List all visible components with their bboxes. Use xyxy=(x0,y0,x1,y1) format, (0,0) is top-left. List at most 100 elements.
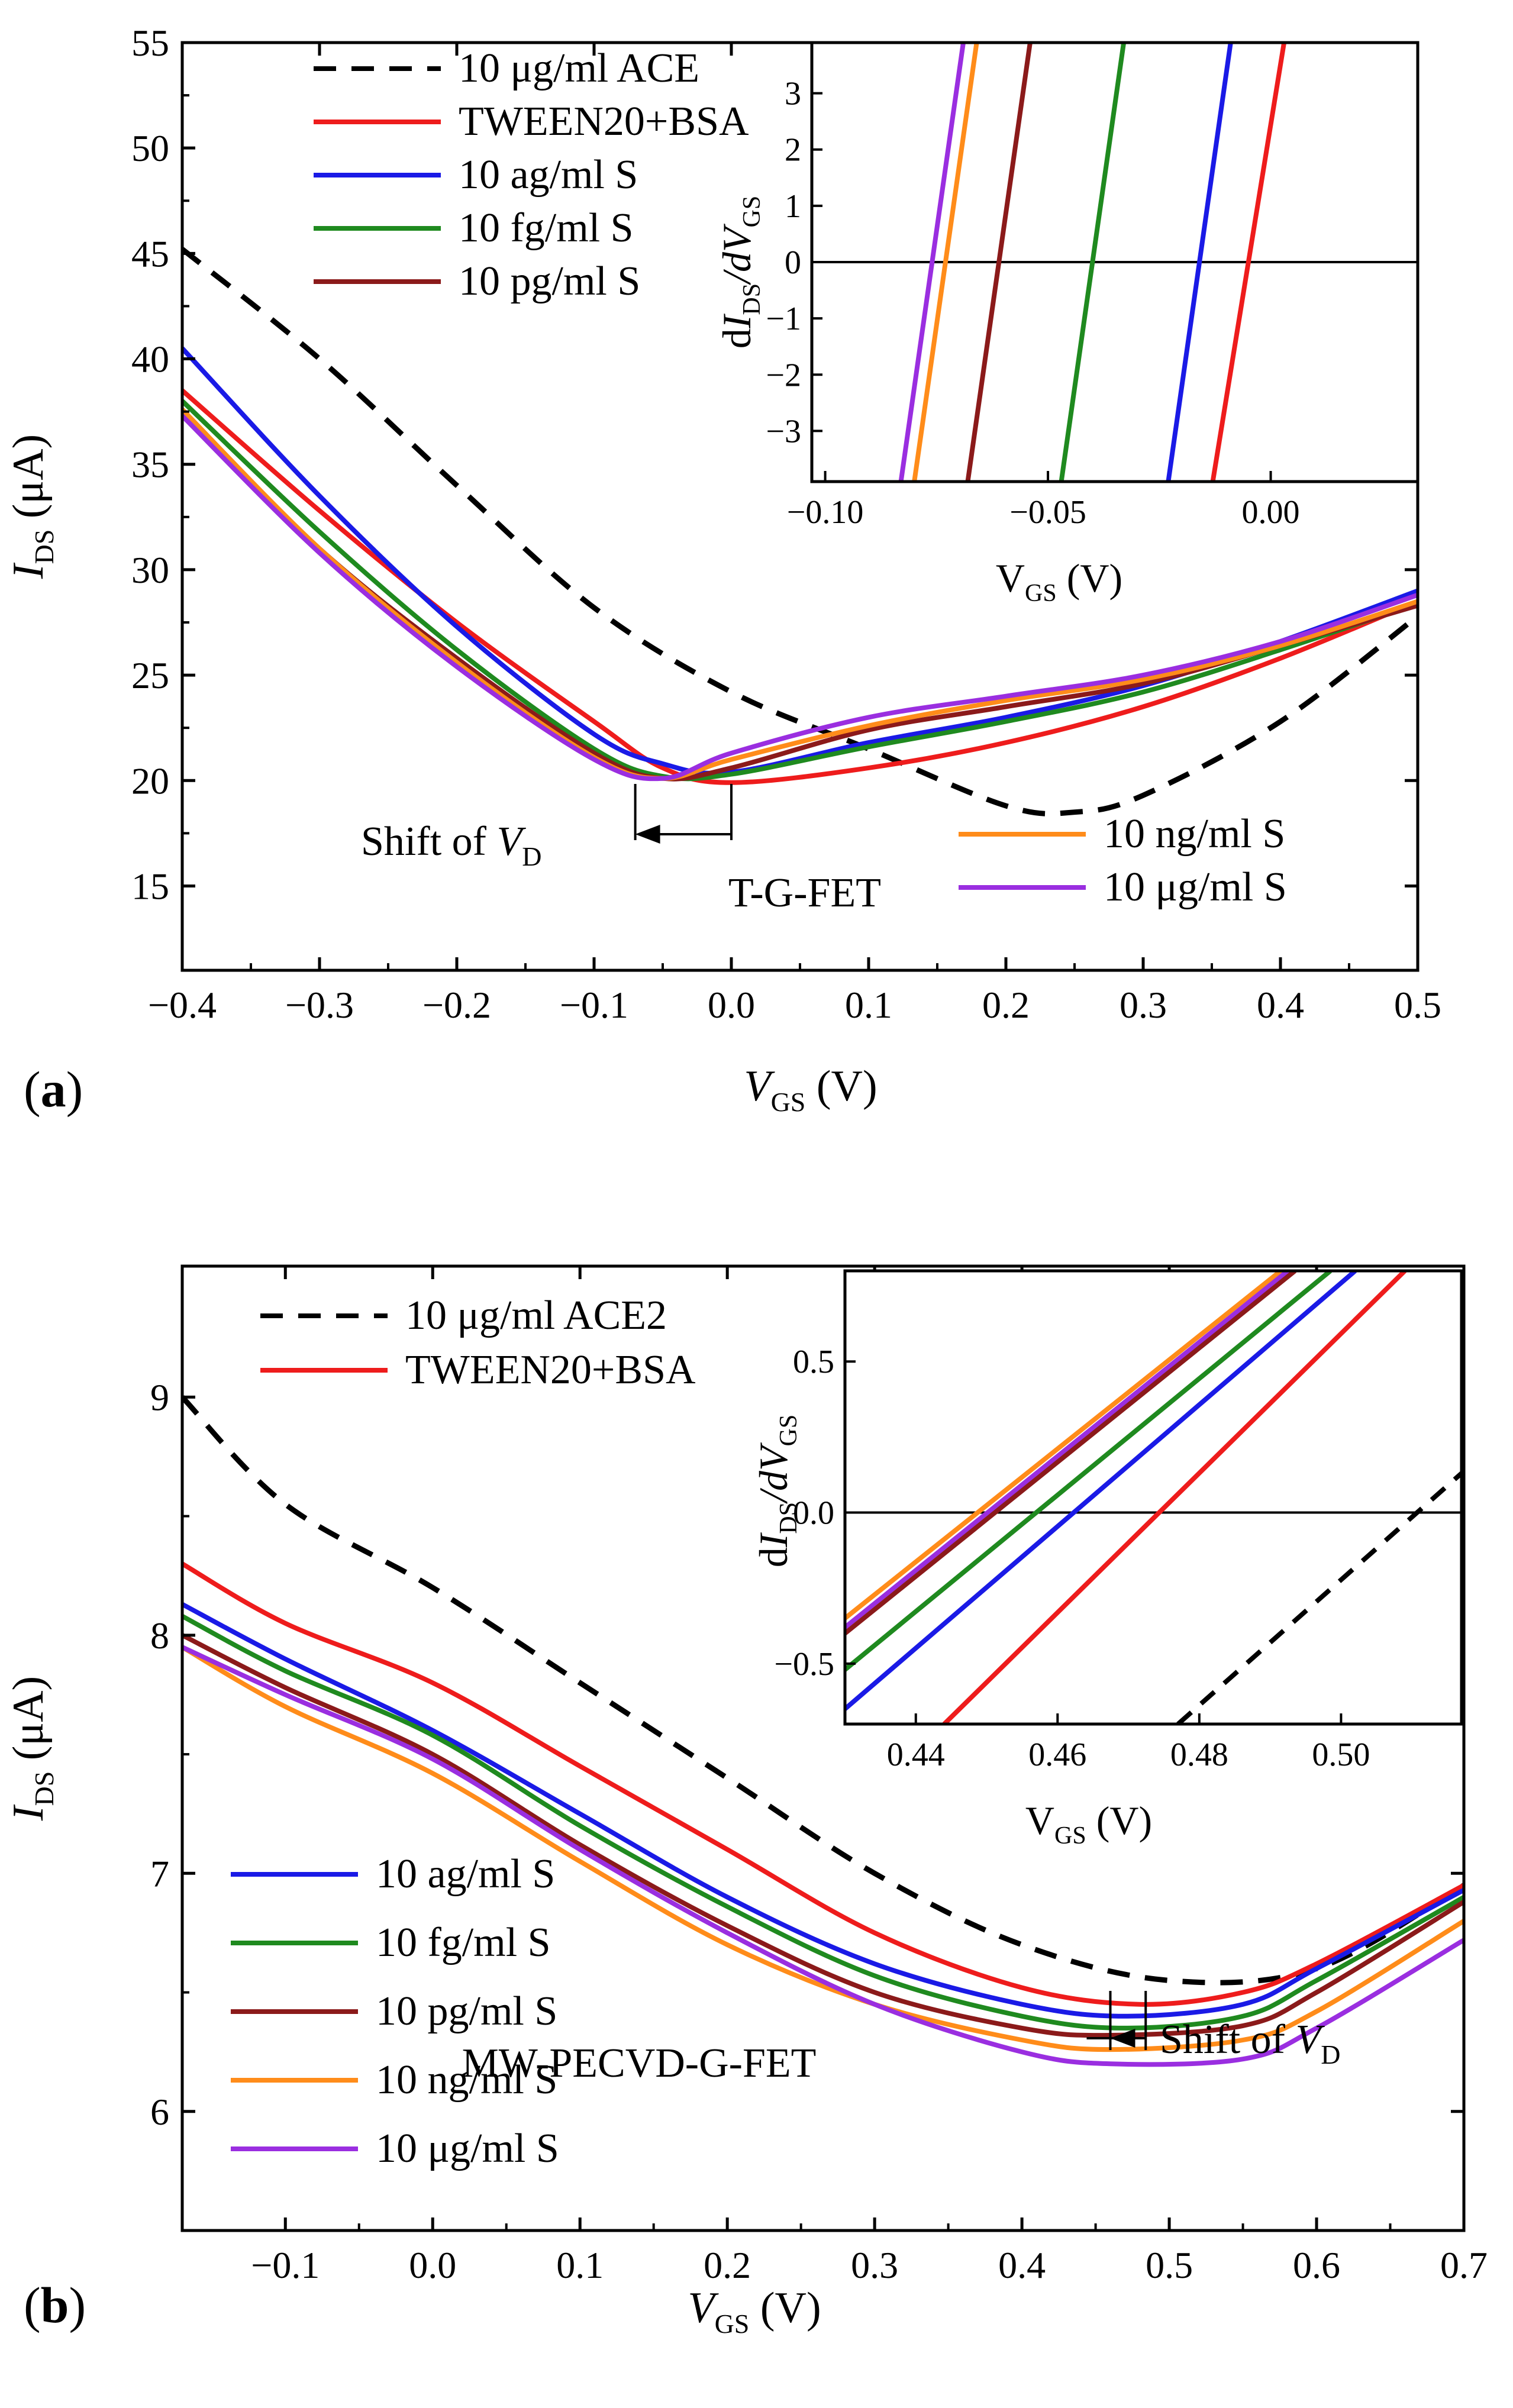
inset-line-10-ng-ml-s xyxy=(912,43,979,482)
panel-label-letter: a xyxy=(41,1061,66,1118)
y-axis: 6 7 8 9 xyxy=(150,1376,1464,2133)
inset-x-axis-label-unit: (V) xyxy=(1057,556,1122,601)
x-tick-label: 0.4 xyxy=(998,2244,1046,2286)
y-axis-label-sub: DS xyxy=(29,1771,59,1806)
x-axis-label-unit: (V) xyxy=(749,2284,821,2332)
panel-label: (b) xyxy=(24,2277,86,2333)
inset-y-tick-label: −0.5 xyxy=(774,1646,834,1683)
inset-x-tick-label: 0.46 xyxy=(1028,1736,1086,1773)
legend-label-10-g-ml-s: 10 μg/ml S xyxy=(1104,864,1287,910)
y-axis-label: IDS (μA) xyxy=(4,434,59,579)
series-group xyxy=(182,247,1418,816)
x-tick-label: −0.4 xyxy=(148,984,217,1026)
series-line-10-g-ml-ace2 xyxy=(182,1395,1464,1986)
inset-x-axis-label-sub: GS xyxy=(1054,1822,1086,1849)
y-tick-label: 50 xyxy=(131,127,169,169)
inset-y-label-sub1: DS xyxy=(738,283,766,315)
panel-label-letter: b xyxy=(41,2277,69,2333)
series-line-10-fg-ml-s xyxy=(182,399,1418,782)
inset-y-label-sub1: DS xyxy=(775,1502,802,1534)
shift-label: Shift of VD xyxy=(361,819,541,871)
inset-y-tick-label: 0.0 xyxy=(793,1495,834,1532)
panel-label-close: ) xyxy=(66,1061,83,1118)
series-line-10-ag-ml-s xyxy=(182,1602,1464,2019)
x-axis-label-sub: GS xyxy=(771,1087,806,1117)
inset-line-10-fg-ml-s xyxy=(845,1271,1332,1672)
panel-label: (a) xyxy=(24,1061,83,1118)
panel-a: −0.4 −0.3 −0.2 −0.1 0.0 0.1 0.2 0.3 0.4 0.5152025… xyxy=(4,22,1441,1118)
inset-x-tick-label: 0.48 xyxy=(1170,1736,1228,1773)
x-tick-label: 0.3 xyxy=(851,2244,898,2286)
y-axis-label-unit: (μA) xyxy=(4,434,53,530)
y-axis-label-sub: DS xyxy=(29,530,59,564)
shift-annotation: Shift of VD xyxy=(1086,1991,1340,2070)
legend-label-10-g-ml-s: 10 μg/ml S xyxy=(376,2126,559,2171)
legend-bottom: 10 ng/ml S 10 μg/ml S xyxy=(959,811,1287,910)
inset-x-axis-label-unit: (V) xyxy=(1086,1798,1152,1843)
legend-label-10-ng-ml-s: 10 ng/ml S xyxy=(376,2057,557,2103)
inset-background xyxy=(845,1271,1462,1724)
series-line-10-g-ml-s xyxy=(182,1645,1464,2067)
shift-arrow-head xyxy=(635,825,660,844)
shift-arrow-head xyxy=(1110,2029,1135,2048)
inset-y-axis-label: dIDS/dVGS xyxy=(714,196,766,349)
plot-frame xyxy=(180,1264,1466,2232)
inset-y-tick-label: −3 xyxy=(766,413,801,450)
legend-label-10-ng-ml-s: 10 ng/ml S xyxy=(1104,811,1285,857)
inset-x-axis-label-var: V xyxy=(996,556,1025,601)
x-axis-label: VGS (V) xyxy=(744,1062,877,1117)
inset-y-tick-label: −2 xyxy=(766,357,801,393)
device-label: MW-PECVD-G-FET xyxy=(462,2041,817,2086)
x-tick-label: 0.4 xyxy=(1257,984,1304,1026)
series-group xyxy=(182,1395,1464,2067)
inset-line-10-ag-ml-s xyxy=(845,1271,1357,1711)
legend-top: 10 μg/ml ACE2 TWEEN20+BSA xyxy=(260,1293,696,1393)
x-axis: −0.1 0.0 0.1 0.2 0.3 0.4 0.5 0.6 0.7 xyxy=(251,1266,1488,2286)
y-axis-label: IDS (μA) xyxy=(4,1676,59,1821)
series-line-10-g-ml-s xyxy=(182,414,1418,782)
legend-label-tween20-bsa: TWEEN20+BSA xyxy=(459,99,749,144)
inset-x-tick-label: −0.05 xyxy=(1009,494,1086,531)
x-tick-label: 0.1 xyxy=(845,984,892,1026)
y-tick-label: 7 xyxy=(150,1852,169,1894)
inset-y-label-i: I xyxy=(714,313,759,329)
x-tick-label: 0.5 xyxy=(1394,984,1441,1026)
inset-x-axis-label-sub: GS xyxy=(1025,580,1057,607)
y-tick-label: 30 xyxy=(131,549,169,591)
legend-label-10-ag-ml-s: 10 ag/ml S xyxy=(459,152,638,198)
x-axis-label-unit: (V) xyxy=(805,1062,877,1111)
shift-label-sub: D xyxy=(1321,2039,1340,2070)
y-tick-label: 8 xyxy=(150,1615,169,1657)
inset-x-axis-label: VGS (V) xyxy=(1025,1798,1152,1849)
shift-label: Shift of VD xyxy=(1160,2017,1340,2070)
x-axis-label-var: V xyxy=(688,2284,719,2332)
shift-label-text: Shift of xyxy=(361,819,496,864)
inset-x-tick-label: −0.10 xyxy=(787,494,864,531)
legend-label-10-fg-ml-s: 10 fg/ml S xyxy=(459,205,634,251)
x-tick-label: 0.3 xyxy=(1120,984,1167,1026)
x-tick-label: 0.7 xyxy=(1440,2244,1488,2286)
x-axis-label-var: V xyxy=(744,1062,775,1111)
inset-line-10-ng-ml-s xyxy=(845,1271,1283,1621)
inset-x-tick-label: 0.50 xyxy=(1312,1736,1370,1773)
inset-y-label-slash: /dV xyxy=(714,223,759,286)
inset-y-tick-label: −1 xyxy=(766,301,801,337)
inset-frame xyxy=(843,1269,1463,1726)
series-line-10-pg-ml-s xyxy=(182,1633,1464,2038)
inset-y-tick-label: 1 xyxy=(785,188,801,225)
x-tick-label: 0.0 xyxy=(409,2244,456,2286)
inset-y-axis-label: dIDS/dVGS xyxy=(751,1415,802,1568)
y-tick-label: 55 xyxy=(131,22,169,64)
x-axis-label-sub: GS xyxy=(715,2309,750,2339)
y-tick-label: 15 xyxy=(131,865,169,907)
y-tick-label: 6 xyxy=(150,2091,169,2133)
x-tick-label: 0.0 xyxy=(708,984,755,1026)
y-tick-label: 45 xyxy=(131,233,169,275)
inset-line-10-pg-ml-s xyxy=(965,43,1033,482)
inset-line-10-pg-ml-s xyxy=(845,1271,1297,1635)
series-line-tween20-bsa xyxy=(182,1561,1464,2007)
shift-label-var: V xyxy=(496,819,526,864)
y-tick-label: 20 xyxy=(131,760,169,802)
